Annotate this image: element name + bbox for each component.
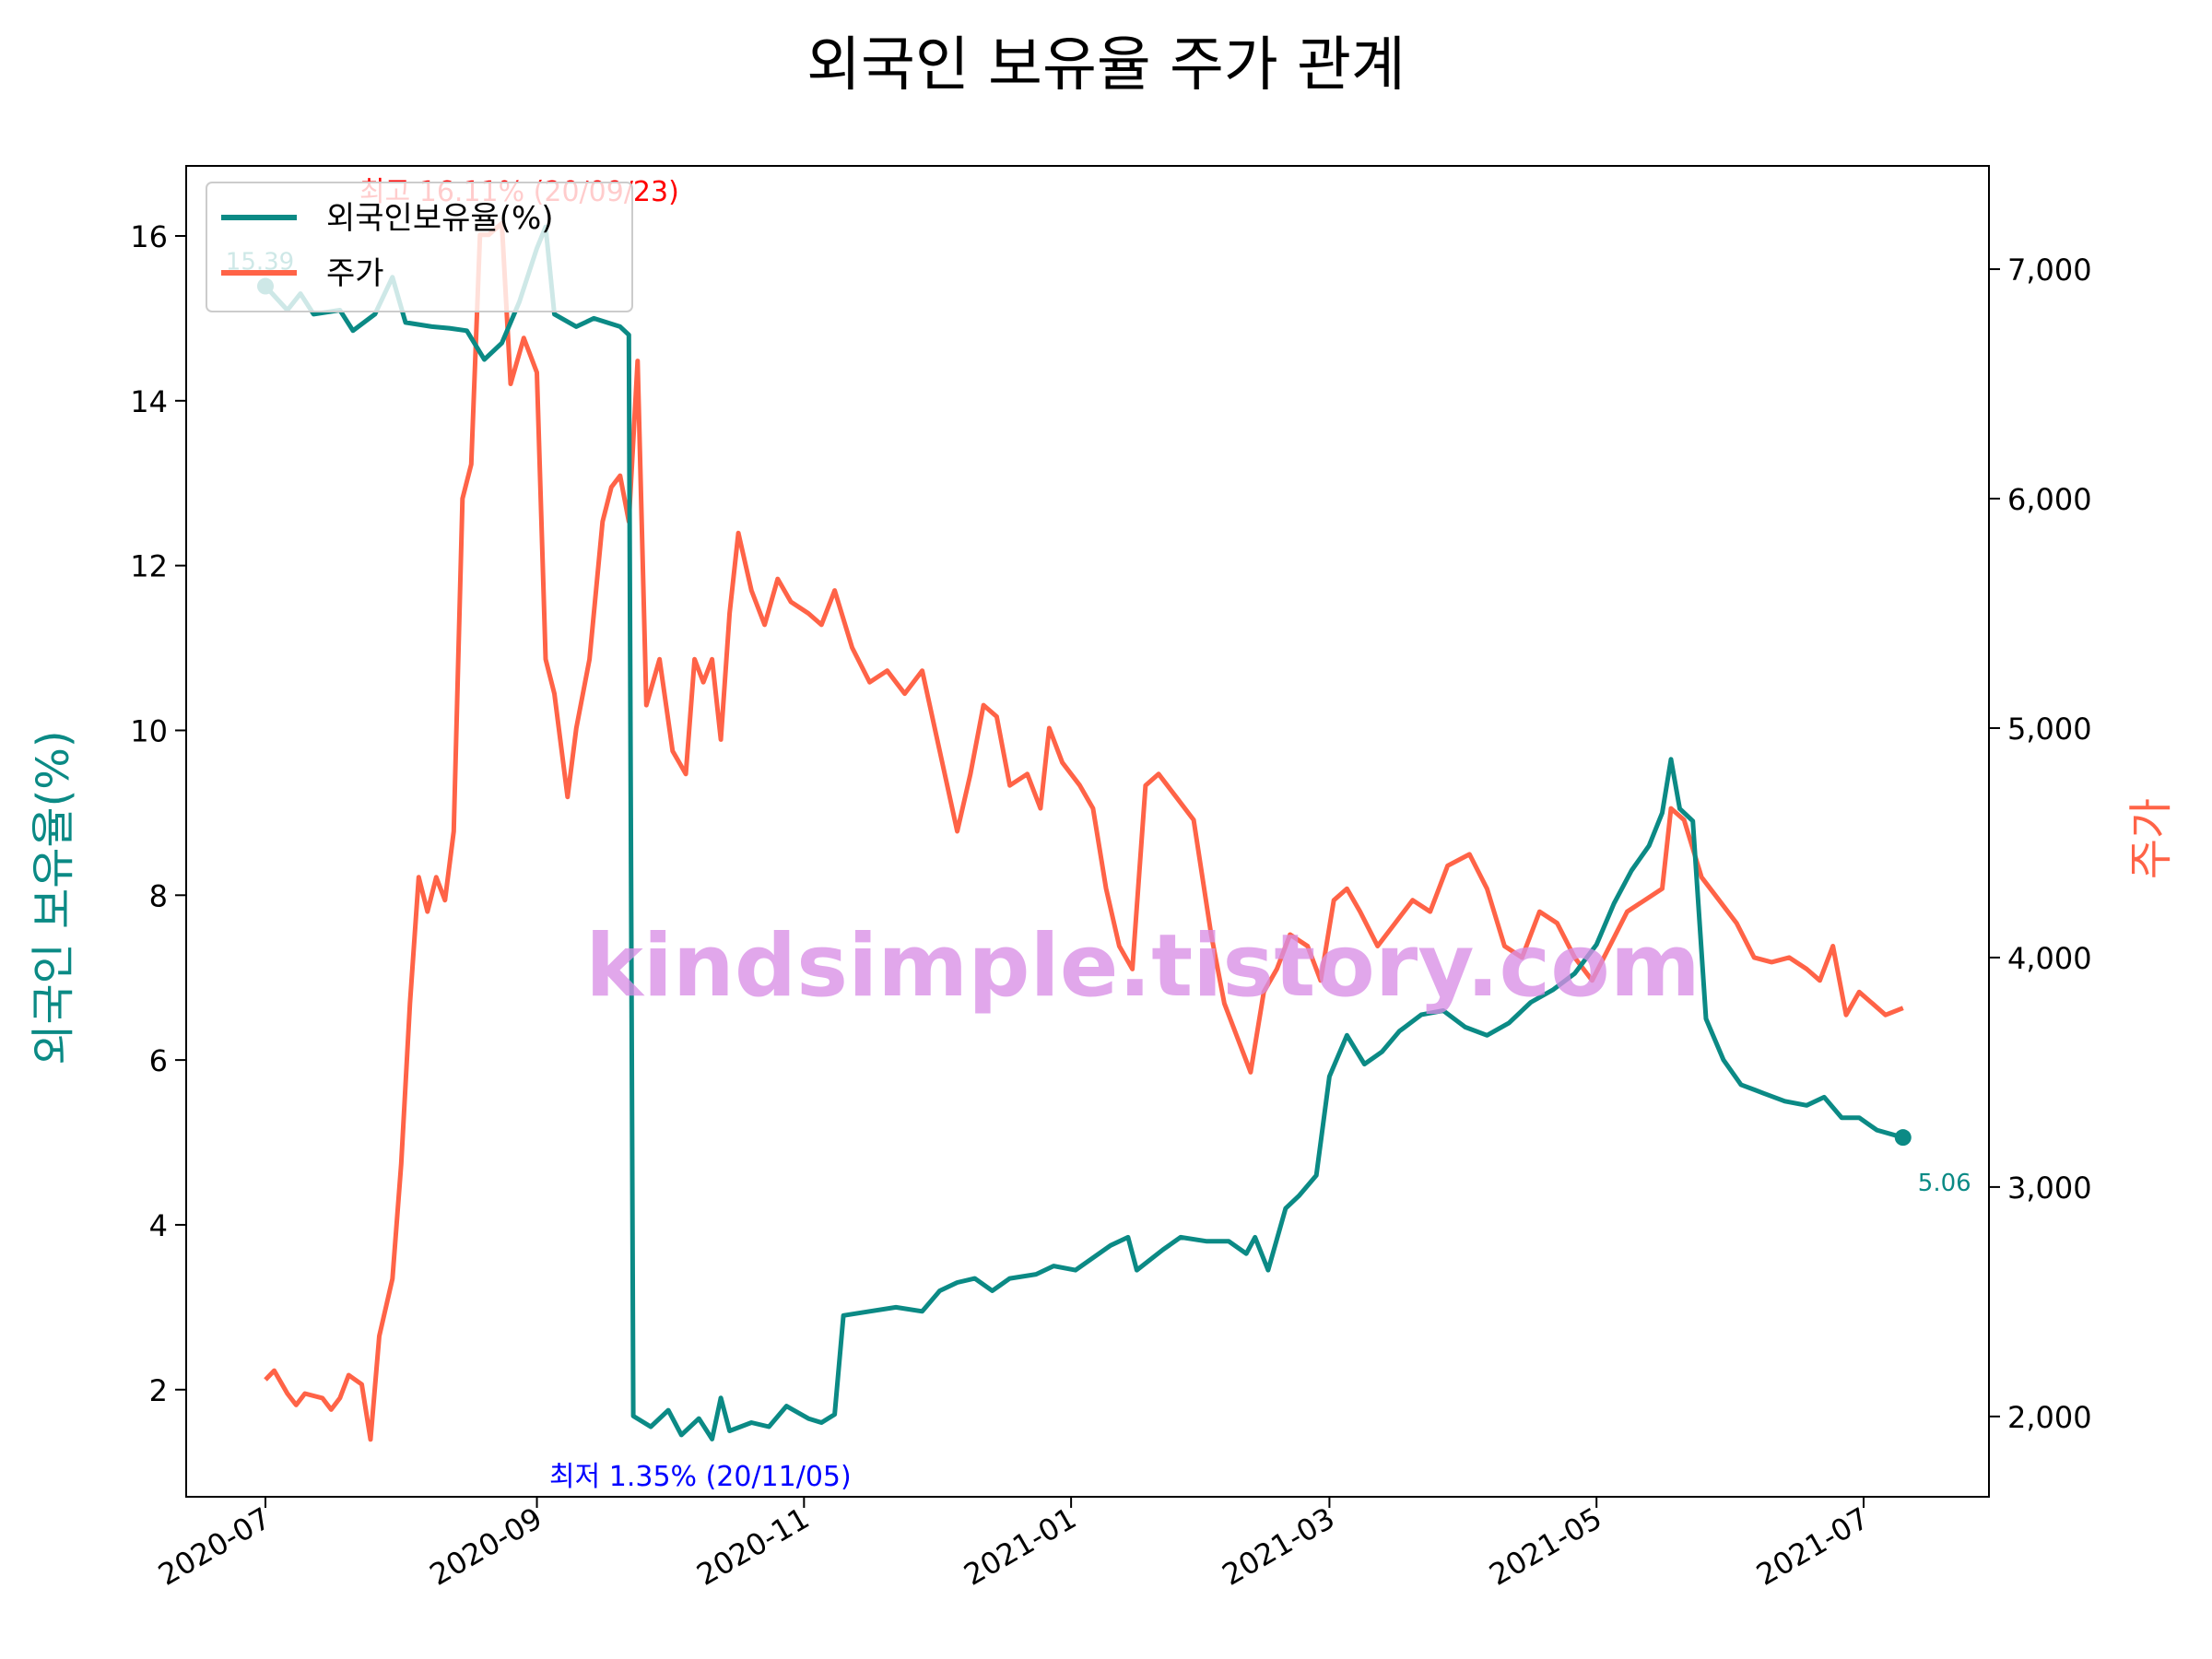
watermark: kindsimple.tistory.com	[585, 916, 1700, 1017]
legend-label-price: 주가	[326, 255, 384, 292]
x-tick-label: 2021-07	[1750, 1500, 1875, 1593]
x-tick-label: 2020-11	[691, 1500, 816, 1593]
x-tick-label: 2020-07	[152, 1500, 276, 1593]
legend: 외국인보유율(%) 주가	[206, 182, 633, 312]
min-value-label: 최저 1.35% (20/11/05)	[549, 1461, 852, 1493]
end-value-label: 5.06	[1918, 1170, 1971, 1197]
y-right-axis-label: 주가	[2125, 798, 2177, 879]
y-left-tick-label: 16	[130, 219, 168, 254]
y-left-tick-label: 4	[149, 1208, 168, 1243]
end-point-marker	[1894, 1129, 1912, 1147]
y-left-tick-label: 12	[130, 549, 168, 584]
series-line-ownership	[264, 224, 1904, 1441]
y-right-tick-label: 6,000	[2007, 482, 2092, 517]
y-right-tick-label: 5,000	[2007, 712, 2092, 747]
legend-label-ownership: 외국인보유율(%)	[326, 200, 554, 237]
x-tick-label: 2021-03	[1217, 1500, 1341, 1593]
chart-title: 외국인 보유율 주가 관계	[806, 31, 1406, 100]
y-right-tick-label: 4,000	[2007, 941, 2092, 976]
y-right-tick-label: 7,000	[2007, 253, 2092, 288]
y-left-tick-label: 2	[149, 1373, 168, 1408]
y-left-tick-label: 10	[130, 713, 168, 748]
x-tick-label: 2021-05	[1483, 1500, 1607, 1593]
y-left-tick-label: 14	[130, 384, 168, 419]
y-left-tick-label: 6	[149, 1043, 168, 1078]
y-right-tick-label: 3,000	[2007, 1171, 2092, 1206]
y-left-tick-label: 8	[149, 878, 168, 913]
legend-box	[206, 182, 633, 312]
y-right-tick-label: 2,000	[2007, 1400, 2092, 1435]
series-line-price	[264, 220, 1904, 1442]
y-left-axis-label: 외국인 보유율(%)	[28, 730, 79, 1065]
x-tick-label: 2020-09	[424, 1500, 548, 1593]
x-tick-label: 2021-01	[958, 1500, 1082, 1593]
plot-lines	[264, 220, 1904, 1442]
plot-frame	[185, 165, 1990, 1498]
